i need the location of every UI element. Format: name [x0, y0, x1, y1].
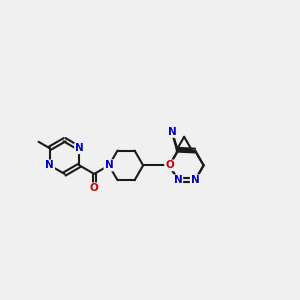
Text: N: N: [168, 127, 176, 137]
Text: O: O: [90, 183, 99, 193]
Text: N: N: [105, 160, 113, 170]
Text: N: N: [191, 175, 200, 185]
Text: O: O: [165, 160, 174, 170]
Text: N: N: [75, 143, 84, 153]
Text: N: N: [174, 175, 182, 185]
Text: N: N: [45, 160, 54, 170]
Text: N: N: [105, 160, 113, 170]
